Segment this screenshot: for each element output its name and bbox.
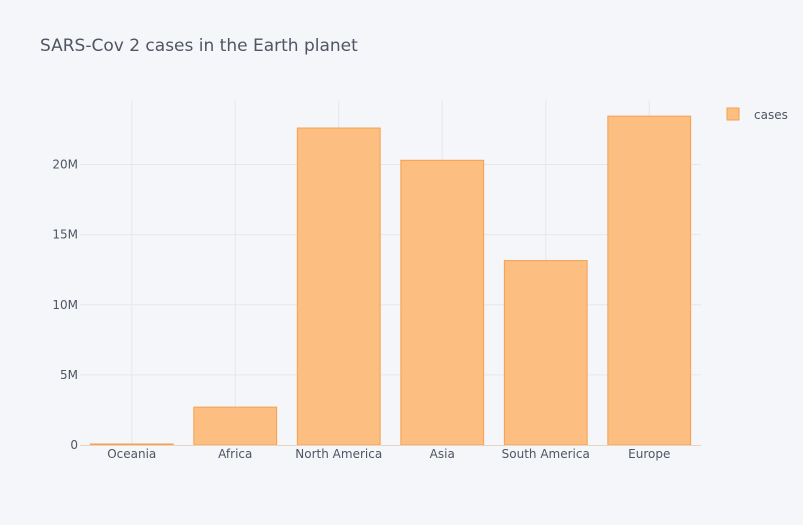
bar-layer	[89, 115, 692, 446]
chart-title: SARS-Cov 2 cases in the Earth planet	[40, 36, 358, 56]
x-tick-label: Africa	[218, 447, 252, 461]
x-tick-label: North America	[295, 447, 382, 461]
axis-layer: 0 5M 10M 15M 20M Oceania Africa North America As…	[52, 158, 701, 461]
y-tick-label: 20M	[52, 158, 78, 172]
y-tick-label: 15M	[52, 228, 78, 242]
x-tick-label: Asia	[430, 447, 455, 461]
bar-north-america[interactable]	[296, 127, 381, 446]
y-tick-label: 10M	[52, 298, 78, 312]
bar-oceania[interactable]	[89, 443, 174, 446]
bar-south-america[interactable]	[503, 260, 588, 446]
bar-asia[interactable]	[400, 159, 485, 446]
legend-swatch	[726, 107, 740, 121]
legend-label: cases	[754, 108, 788, 122]
x-tick-label: Europe	[628, 447, 670, 461]
y-tick-label: 5M	[60, 368, 78, 382]
y-tick-label: 0	[70, 438, 78, 452]
x-tick-label: Oceania	[107, 447, 156, 461]
bar-africa[interactable]	[193, 406, 278, 446]
x-tick-label: South America	[502, 447, 590, 461]
legend[interactable]: cases	[726, 107, 788, 122]
bar-europe[interactable]	[607, 115, 692, 446]
